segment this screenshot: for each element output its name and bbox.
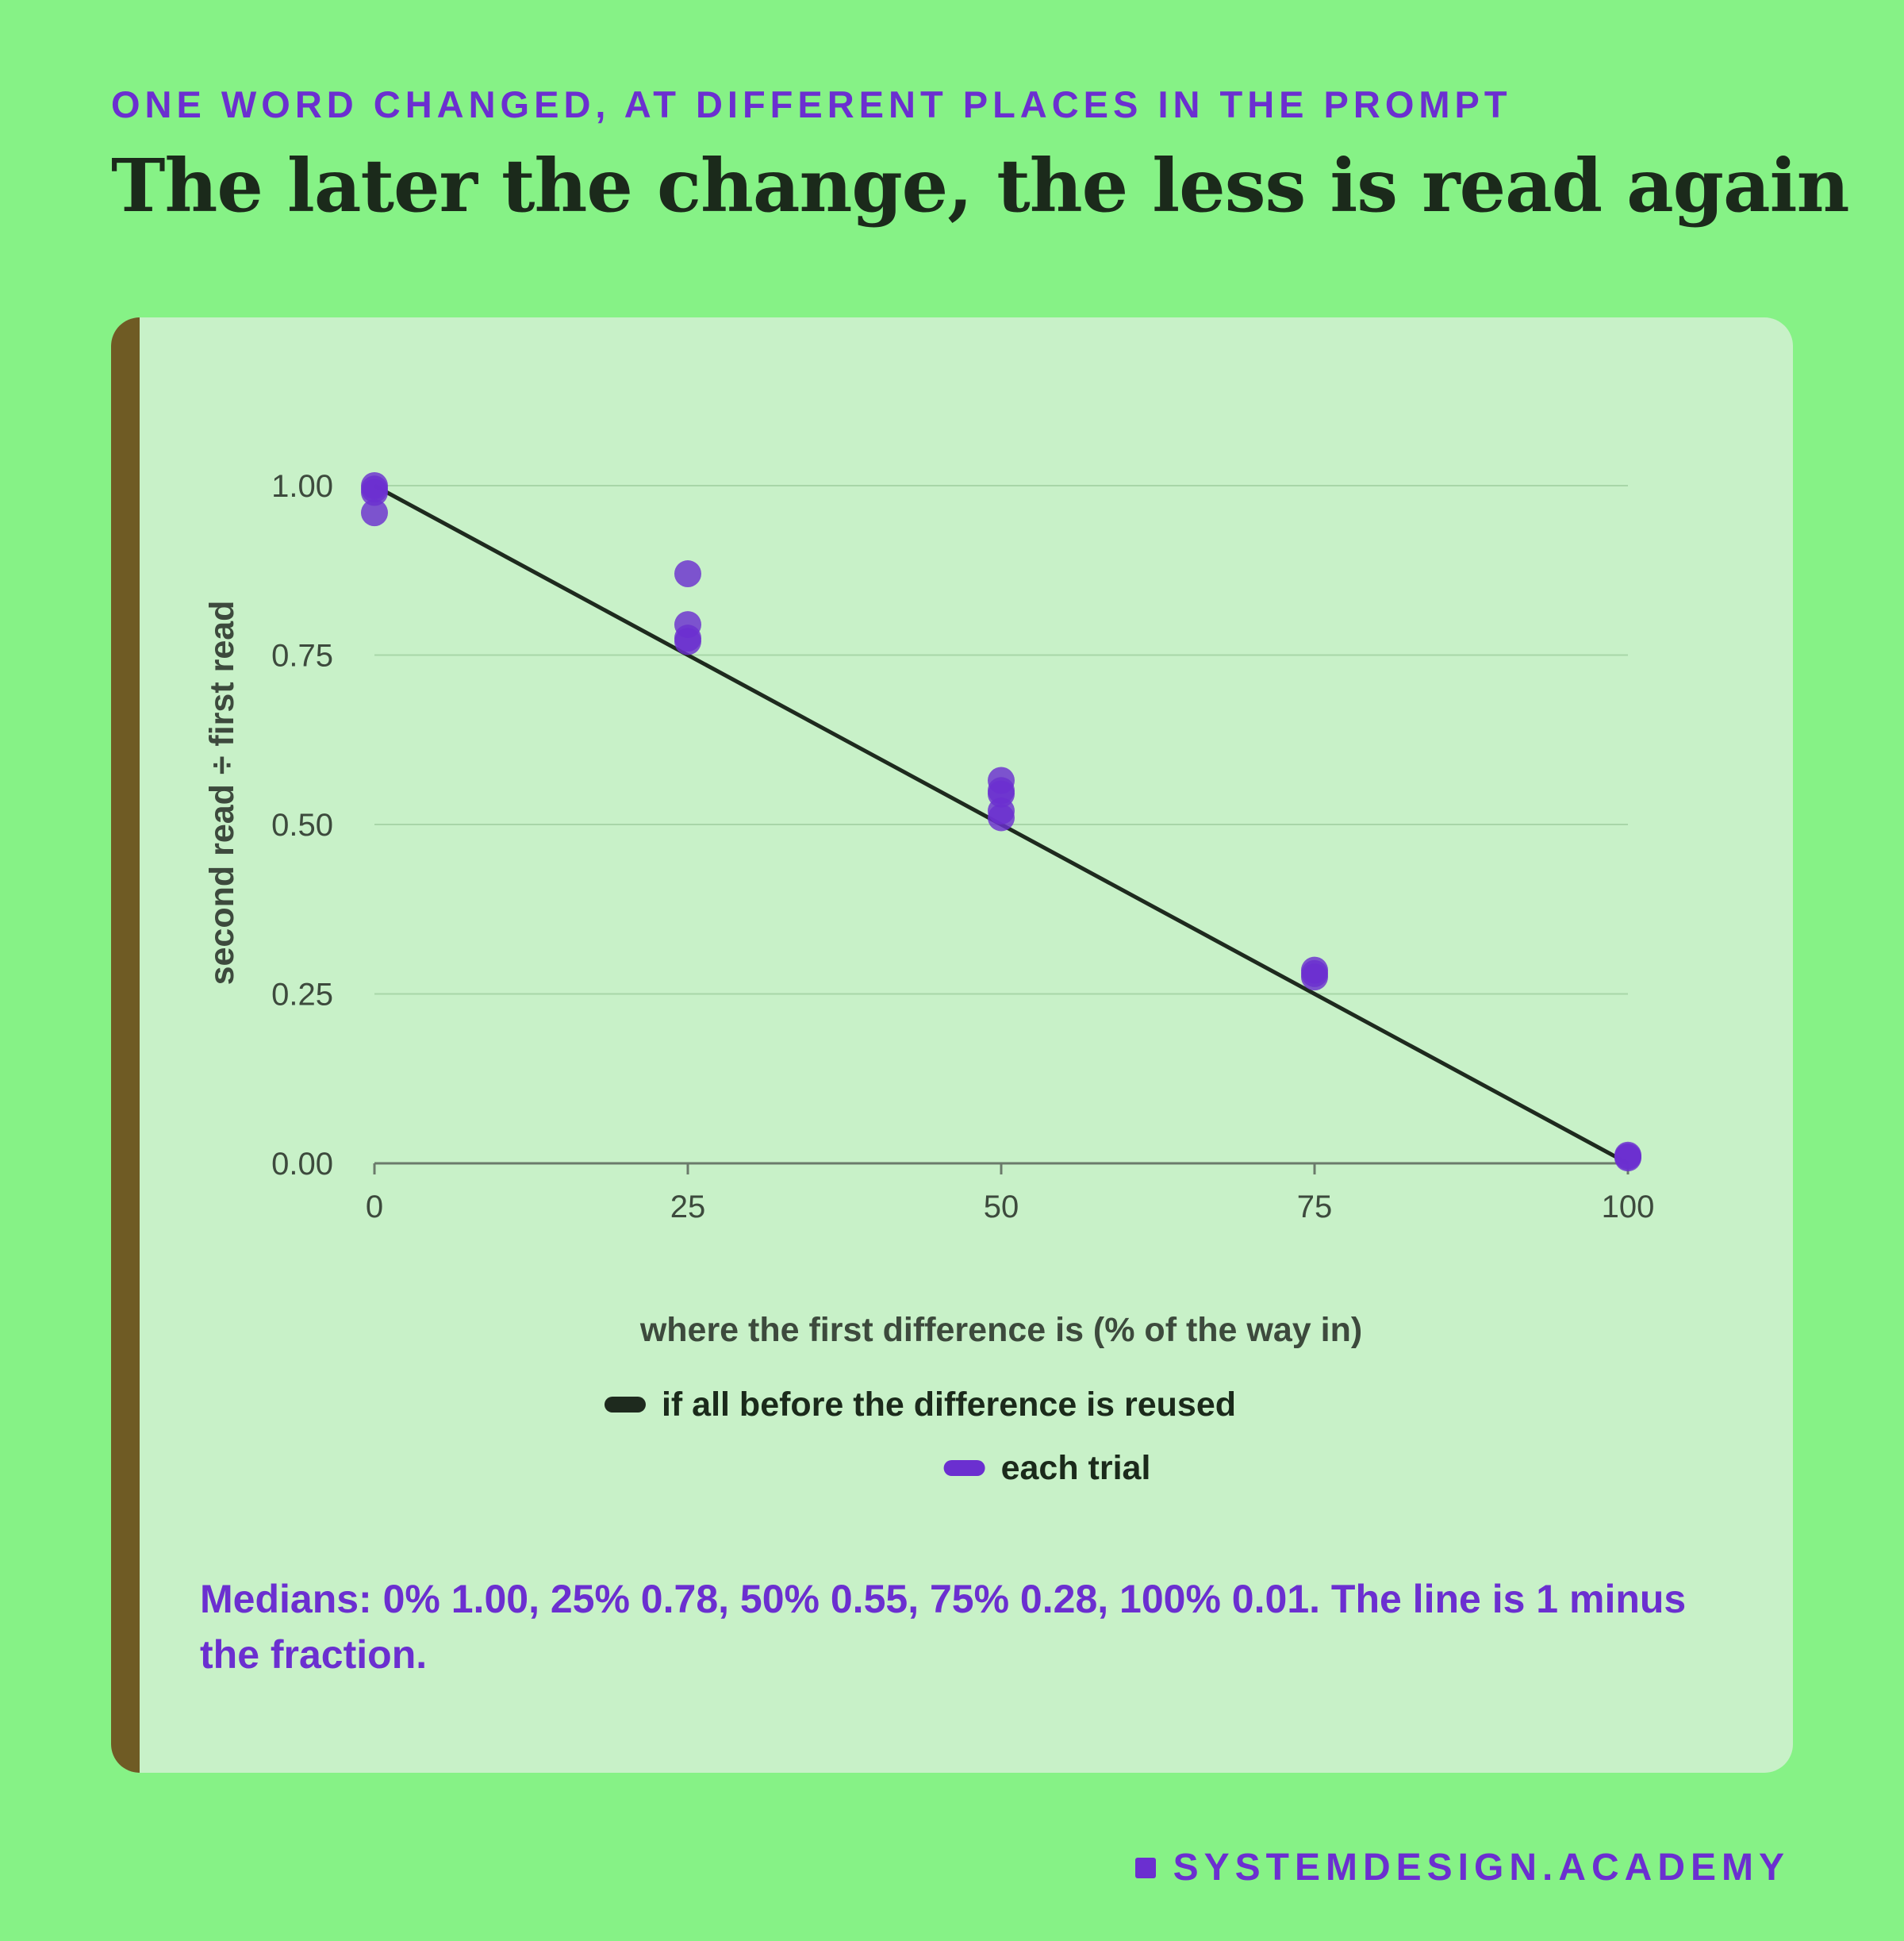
y-tick-label: 0.50 <box>271 808 333 843</box>
y-axis-title: second read ÷ first read <box>203 601 241 986</box>
brand-label: SYSTEMDESIGN.ACADEMY <box>1173 1847 1790 1889</box>
trial-point <box>988 780 1015 808</box>
chart-note: Medians: 0% 1.00, 25% 0.78, 50% 0.55, 75… <box>200 1577 1687 1677</box>
x-axis-title: where the first difference is (% of the … <box>639 1311 1362 1349</box>
trial-point <box>361 475 388 503</box>
label-layer: 0.00 0.25 0.50 0.75 1.00 0 25 50 75 100 where the … <box>203 469 1654 1349</box>
grid-layer <box>374 485 1628 995</box>
x-tick-label: 100 <box>1602 1190 1655 1224</box>
point-layer <box>361 472 1641 1172</box>
chart-title: The later the change, the less is read a… <box>111 143 1849 229</box>
x-tick-label: 75 <box>1297 1190 1333 1224</box>
trial-point <box>988 804 1015 832</box>
scatter-chart: 0.00 0.25 0.50 0.75 1.00 0 25 50 75 100 where the … <box>203 469 1654 1487</box>
legend-label: each trial <box>1001 1449 1151 1487</box>
trial-point <box>361 499 388 527</box>
trial-point <box>1614 1141 1641 1169</box>
legend-swatch <box>943 1460 985 1476</box>
y-tick-label: 0.25 <box>271 978 333 1013</box>
legend-layer: if all before the difference is reused ea… <box>604 1386 1236 1487</box>
trial-point <box>1301 959 1328 987</box>
footer-brand: SYSTEMDESIGN.ACADEMY <box>1134 1846 1790 1889</box>
x-tick-label: 50 <box>984 1190 1019 1224</box>
y-tick-label: 1.00 <box>271 469 333 504</box>
card-accent-bar <box>111 317 140 1773</box>
axis-layer <box>373 1162 1630 1174</box>
x-tick-label: 25 <box>670 1190 706 1224</box>
chart-kicker: ONE WORD CHANGED, AT DIFFERENT PLACES IN… <box>111 83 1512 125</box>
chart-card: 0.00 0.25 0.50 0.75 1.00 0 25 50 75 100 where the … <box>111 317 1793 1773</box>
y-tick-label: 0.00 <box>271 1147 333 1182</box>
trial-point <box>674 628 701 655</box>
legend-swatch <box>604 1397 646 1413</box>
y-tick-label: 0.75 <box>271 639 333 674</box>
trial-point <box>674 560 701 588</box>
legend-label: if all before the difference is reused <box>662 1386 1236 1424</box>
x-tick-label: 0 <box>366 1190 383 1224</box>
brand-square-icon <box>1134 1857 1156 1878</box>
